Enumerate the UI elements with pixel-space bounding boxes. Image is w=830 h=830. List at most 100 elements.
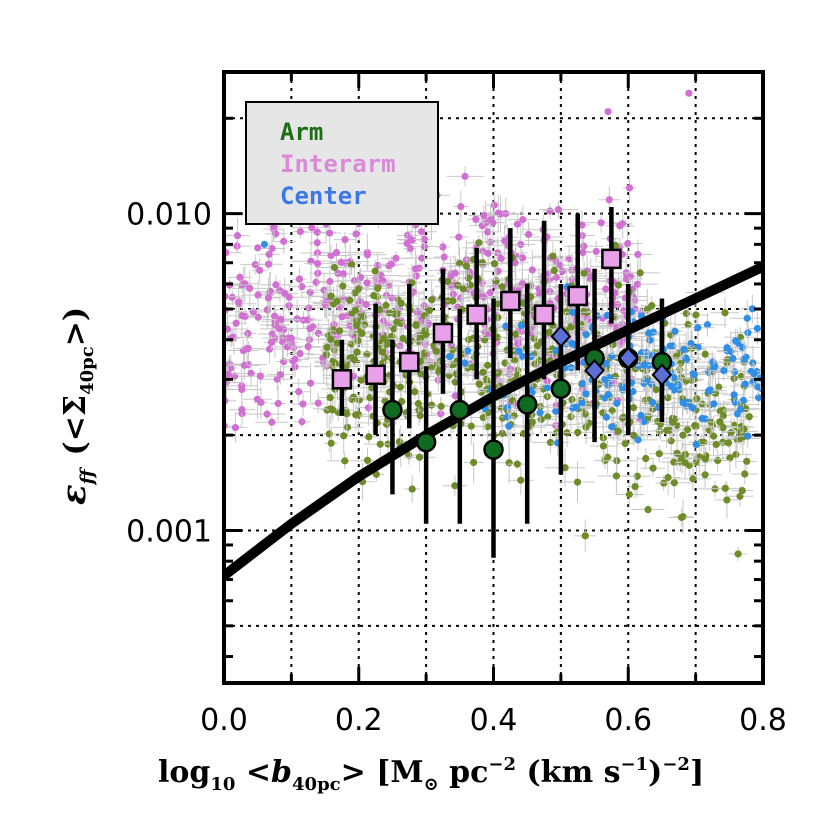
arm-point bbox=[505, 459, 513, 467]
interarm-point bbox=[268, 330, 276, 338]
center-point bbox=[613, 399, 621, 407]
arm-point bbox=[738, 486, 746, 495]
arm-bin-marker bbox=[550, 378, 572, 400]
interarm-point bbox=[556, 261, 564, 269]
arm-point bbox=[614, 427, 623, 435]
center-point bbox=[629, 387, 637, 395]
interarm-point bbox=[275, 325, 284, 333]
arm-point bbox=[709, 432, 718, 440]
interarm-point bbox=[270, 312, 279, 320]
arm-bin-marker bbox=[516, 394, 538, 415]
arm-point bbox=[393, 318, 401, 326]
arm-point bbox=[636, 269, 644, 277]
arm-point bbox=[399, 334, 407, 343]
y-tick-label: 0.001 bbox=[126, 514, 212, 549]
interarm-point bbox=[388, 294, 396, 302]
arm-point bbox=[715, 383, 723, 391]
interarm-point bbox=[238, 385, 246, 394]
arm-point bbox=[339, 282, 347, 290]
center-point bbox=[750, 370, 758, 378]
center-point bbox=[748, 305, 756, 313]
interarm-point bbox=[238, 312, 246, 320]
arm-point bbox=[567, 323, 575, 331]
arm-point bbox=[478, 258, 486, 267]
center-point bbox=[727, 348, 735, 356]
arm-point bbox=[432, 347, 440, 355]
interarm-point bbox=[465, 268, 473, 276]
arm-point bbox=[724, 439, 732, 447]
arm-point bbox=[346, 296, 354, 304]
interarm-point bbox=[326, 277, 334, 286]
center-point bbox=[601, 375, 609, 384]
arm-point bbox=[353, 321, 361, 329]
interarm-bin-marker bbox=[567, 285, 588, 307]
arm-point bbox=[416, 411, 424, 420]
arm-point bbox=[333, 339, 341, 347]
arm-point bbox=[343, 410, 351, 418]
center-point bbox=[737, 405, 745, 413]
interarm-bin-marker bbox=[533, 304, 555, 325]
interarm-point bbox=[497, 254, 505, 263]
arm-point bbox=[467, 422, 475, 430]
interarm-point bbox=[524, 230, 533, 239]
interarm-point bbox=[634, 250, 642, 259]
interarm-point bbox=[265, 345, 274, 353]
center-point bbox=[502, 322, 510, 330]
center-bin-marker bbox=[617, 346, 639, 370]
arm-point bbox=[335, 327, 344, 335]
center-point bbox=[694, 343, 702, 351]
arm-point bbox=[629, 404, 638, 412]
arm-point bbox=[351, 289, 359, 297]
arm-point bbox=[455, 259, 464, 268]
center-bin-marker bbox=[550, 324, 572, 348]
center-point bbox=[753, 324, 761, 333]
center-point bbox=[637, 411, 645, 420]
arm-point bbox=[546, 438, 555, 447]
interarm-point bbox=[293, 315, 301, 323]
center-point bbox=[690, 370, 698, 379]
arm-point bbox=[655, 427, 664, 435]
arm-point bbox=[494, 300, 502, 308]
interarm-point bbox=[518, 254, 527, 262]
interarm-point bbox=[486, 216, 495, 224]
interarm-point bbox=[314, 399, 322, 407]
interarm-point bbox=[403, 239, 411, 248]
interarm-point bbox=[337, 258, 345, 266]
center-point bbox=[552, 346, 560, 355]
arm-point bbox=[513, 460, 521, 468]
center-point bbox=[688, 404, 697, 412]
interarm-point bbox=[517, 240, 525, 249]
interarm-point bbox=[232, 319, 240, 327]
center-point bbox=[705, 387, 713, 395]
center-point bbox=[569, 308, 577, 316]
arm-point bbox=[631, 482, 639, 491]
arm-point bbox=[684, 320, 692, 329]
interarm-point bbox=[455, 233, 463, 241]
interarm-point bbox=[484, 228, 492, 236]
arm-point bbox=[664, 473, 672, 482]
arm-point bbox=[371, 267, 379, 275]
center-point bbox=[694, 324, 702, 332]
center-point bbox=[720, 366, 728, 375]
arm-bin-marker bbox=[449, 399, 471, 421]
arm-point bbox=[415, 406, 423, 414]
interarm-point bbox=[461, 172, 469, 180]
interarm-point bbox=[604, 107, 612, 116]
center-point bbox=[503, 413, 511, 421]
arm-point bbox=[449, 297, 457, 305]
interarm-point bbox=[296, 227, 304, 236]
center-point bbox=[602, 413, 611, 421]
center-point bbox=[698, 414, 706, 423]
arm-point bbox=[644, 505, 652, 514]
interarm-point bbox=[265, 250, 273, 258]
arm-point bbox=[719, 412, 727, 420]
arm-point bbox=[459, 285, 467, 293]
center-point bbox=[578, 399, 586, 407]
arm-point bbox=[730, 374, 738, 383]
interarm-point bbox=[298, 282, 306, 291]
interarm-point bbox=[299, 400, 307, 408]
arm-point bbox=[537, 415, 545, 424]
center-point bbox=[260, 240, 269, 248]
arm-point bbox=[599, 442, 608, 450]
arm-point bbox=[466, 281, 475, 289]
